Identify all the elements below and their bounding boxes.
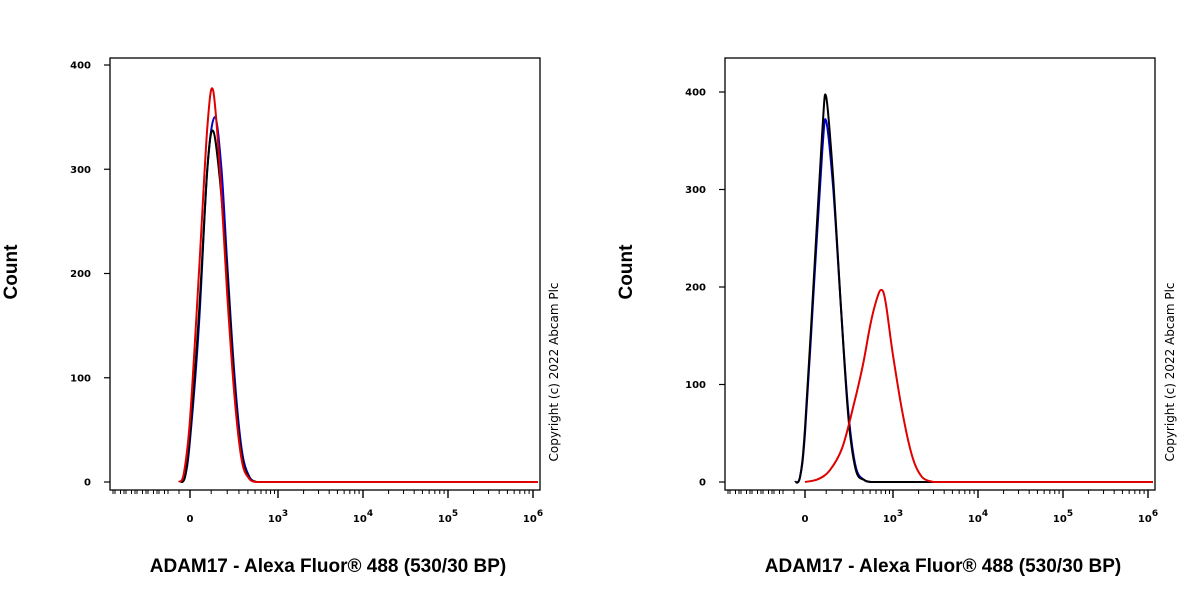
x-tick-label: 0: [802, 514, 809, 525]
y-axis-title: Count: [616, 244, 637, 300]
y-axis-ticks: 0 100 200 300 400: [70, 61, 110, 489]
x-tick-label: 0: [187, 514, 194, 525]
histogram-series-2: [177, 87, 538, 483]
left-histogram-panel: Count ADAM17 - Alexa Fluor® 488 (530/30 …: [1, 57, 561, 577]
y-tick-label: 400: [685, 88, 706, 99]
histogram-series-0: [179, 116, 538, 483]
x-axis-title: ADAM17 - Alexa Fluor® 488 (530/30 BP): [765, 556, 1121, 577]
y-tick-label: 100: [685, 380, 706, 391]
x-tick-label: 106: [523, 509, 543, 525]
x-tick-label: 105: [1053, 509, 1073, 525]
histogram-series-2: [804, 288, 1153, 483]
x-tick-label: 104: [353, 509, 373, 525]
series-group: [177, 87, 538, 484]
y-tick-label: 400: [70, 61, 91, 72]
x-tick-label: 103: [268, 509, 288, 525]
x-tick-label: 106: [1138, 509, 1158, 525]
x-axis-title: ADAM17 - Alexa Fluor® 488 (530/30 BP): [150, 556, 506, 577]
x-axis-ticks: 0 103 104 105 106: [112, 490, 543, 525]
copyright-notice: Copyright (c) 2022 Abcam Plc: [547, 282, 561, 461]
y-tick-label: 100: [70, 373, 91, 384]
right-histogram-panel: Count ADAM17 - Alexa Fluor® 488 (530/30 …: [616, 57, 1177, 577]
x-tick-label: 104: [968, 509, 988, 525]
x-tick-label: 105: [438, 509, 458, 525]
series-group: [794, 93, 1153, 484]
x-axis-ticks: 0 103 104 105 106: [727, 490, 1158, 525]
histogram-series-1: [794, 93, 1153, 484]
copyright-notice: Copyright (c) 2022 Abcam Plc: [1163, 282, 1177, 461]
y-axis-title: Count: [1, 244, 22, 300]
histogram-series-1: [179, 129, 538, 484]
plot-frame: [109, 57, 541, 491]
y-tick-label: 200: [685, 283, 706, 294]
y-tick-label: 300: [685, 185, 706, 196]
plot-frame: [724, 57, 1156, 491]
y-tick-label: 200: [70, 269, 91, 280]
y-tick-label: 0: [84, 478, 91, 489]
y-axis-ticks: 0 100 200 300 400: [685, 88, 725, 489]
y-tick-label: 0: [699, 478, 706, 489]
x-tick-label: 103: [883, 509, 903, 525]
y-tick-label: 300: [70, 165, 91, 176]
